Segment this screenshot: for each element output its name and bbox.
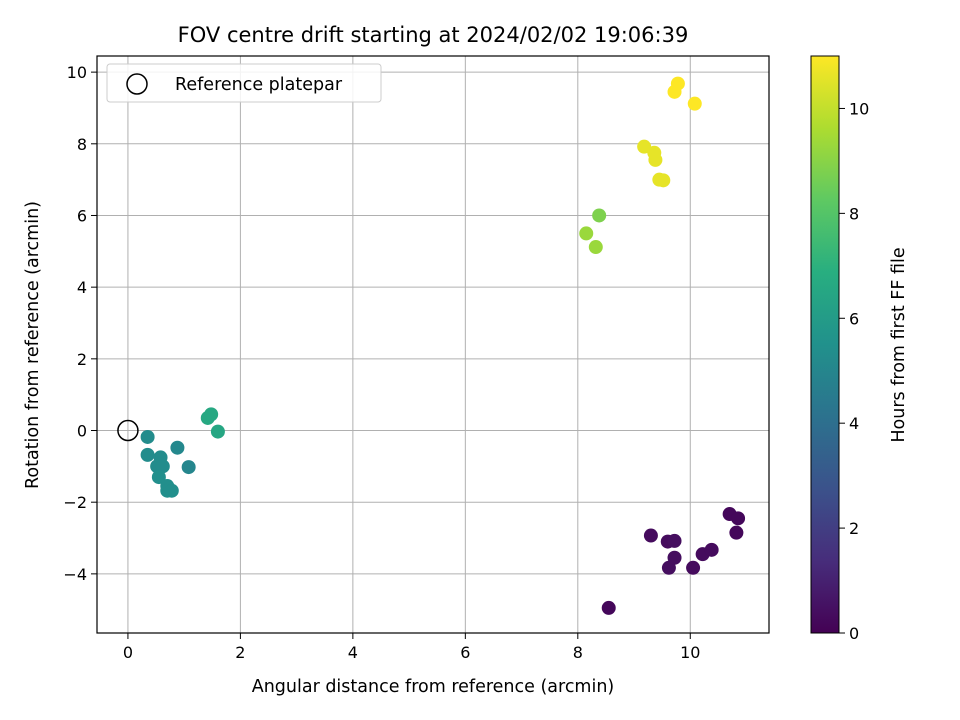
colorbar-tick-label: 4 [849,414,859,433]
data-point [729,525,744,540]
legend-frame [106,63,382,103]
colorbar-tick-label: 0 [849,624,859,643]
data-point [643,528,658,543]
x-tick-label: 10 [680,643,700,662]
axes: 0 2 4 6 8 10 −4 −2 0 2 4 6 8 10 [63,55,770,662]
legend: Reference platepar [106,63,382,103]
x-tick-label: 6 [460,643,470,662]
data-point [731,511,746,526]
legend-marker [126,73,148,95]
legend-label: Reference platepar [175,75,343,95]
y-tick-label: 0 [77,422,87,441]
data-point [667,550,682,565]
y-tick-label: −4 [63,565,87,584]
data-point [601,600,616,615]
y-axis-label: Rotation from reference (arcmin) [23,201,43,489]
colorbar-tick-label: 10 [849,99,869,118]
colorbar-ticks: 0 2 4 6 8 10 [839,99,869,643]
colorbar-tick-label: 8 [849,204,859,223]
y-tick-label: −2 [63,493,87,512]
y-tick-label: 10 [67,63,87,82]
data-point [667,533,682,548]
colorbar-tick-label: 2 [849,519,859,538]
data-point [637,139,652,154]
plot-frame [96,55,770,634]
data-point [592,208,607,223]
data-point [704,542,719,557]
x-tick-label: 4 [348,643,358,662]
data-point [648,152,663,167]
data-point [140,429,155,444]
x-tick-label: 0 [123,643,133,662]
data-point [588,240,603,255]
data-point [170,440,185,455]
data-point [579,226,594,241]
data-point [155,459,170,474]
colorbar-gradient [810,55,840,634]
reference-platepar-marker [117,419,139,442]
scatter-points [117,76,746,615]
data-point [670,76,685,91]
x-tick-label: 2 [235,643,245,662]
data-point [210,424,225,439]
data-point [656,173,671,188]
grid [97,56,769,633]
y-tick-label: 2 [77,350,87,369]
x-axis-label: Angular distance from reference (arcmin) [252,677,615,697]
data-point [164,483,179,498]
data-point [686,560,701,575]
x-tick-label: 8 [573,643,583,662]
data-point [204,407,219,422]
colorbar: 0 2 4 6 8 10 Hours from first FF file [810,55,909,643]
y-tick-label: 8 [77,135,87,154]
data-point [140,447,155,462]
chart-title: FOV centre drift starting at 2024/02/02 … [178,23,689,47]
y-tick-label: 6 [77,206,87,225]
data-point [151,470,166,485]
data-point [687,96,702,111]
y-tick-label: 4 [77,278,87,297]
data-point [181,460,196,475]
colorbar-tick-label: 6 [849,309,859,328]
colorbar-label: Hours from first FF file [889,247,909,442]
